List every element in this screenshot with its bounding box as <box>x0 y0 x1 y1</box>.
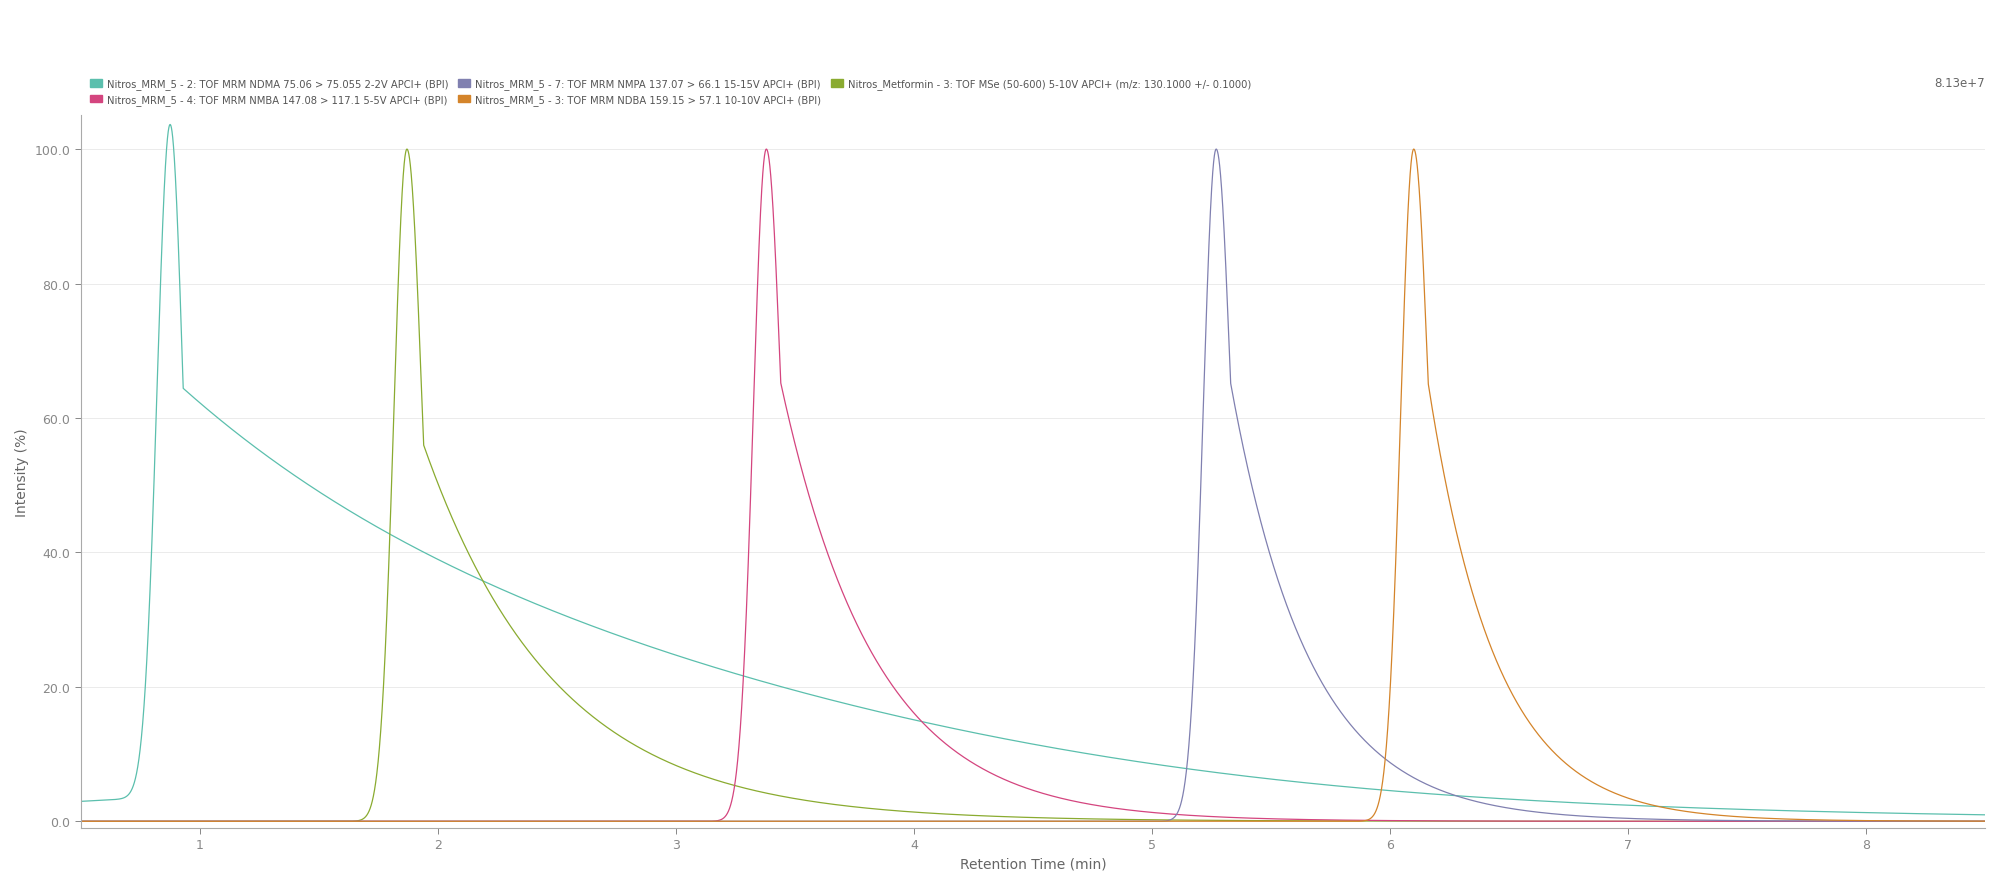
Legend: Nitros_MRM_5 - 2: TOF MRM NDMA 75.06 > 75.055 2-2V APCI+ (BPI), Nitros_MRM_5 - 4: Nitros_MRM_5 - 2: TOF MRM NDMA 75.06 > 7… <box>86 75 1256 110</box>
X-axis label: Retention Time (min): Retention Time (min) <box>960 857 1106 871</box>
Y-axis label: Intensity (%): Intensity (%) <box>14 428 28 517</box>
Text: 8.13e+7: 8.13e+7 <box>1934 77 1984 90</box>
